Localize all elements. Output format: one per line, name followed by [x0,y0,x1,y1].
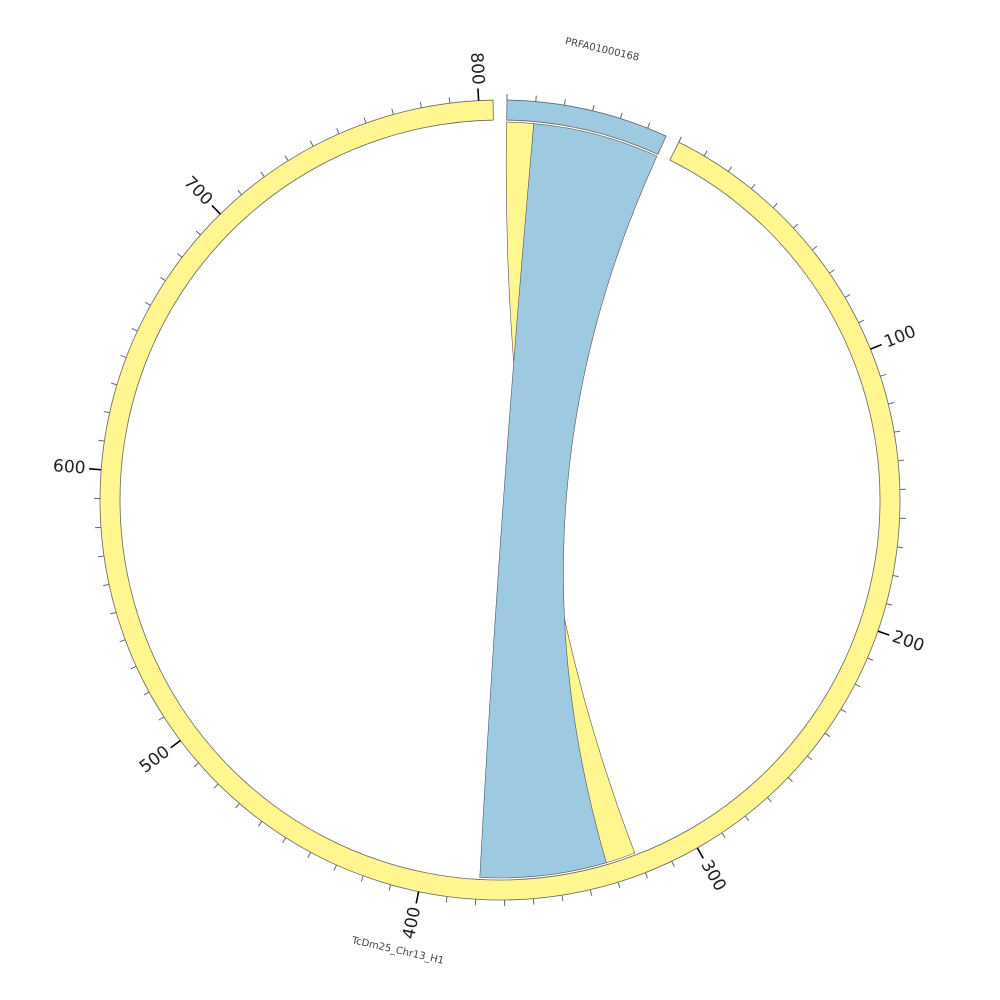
minor-tick [336,128,340,134]
major-tick [696,847,704,859]
segment-label: PRFA01000168 [564,36,640,63]
link [479,123,658,879]
minor-tick [260,171,265,178]
minor-tick [237,189,243,195]
minor-tick [787,777,793,782]
minor-tick [111,382,118,386]
minor-tick [678,136,682,143]
minor-tick [647,122,651,129]
tick-label: 800 [466,52,488,85]
minor-tick [110,611,117,615]
minor-tick [532,898,535,905]
minor-tick [307,852,312,858]
minor-tick [561,895,564,902]
tick-label: 300 [696,857,729,895]
minor-tick [103,583,110,587]
minor-tick [671,861,675,867]
minor-tick [892,575,899,578]
minor-tick [644,872,648,879]
minor-tick [448,97,451,104]
minor-tick [391,108,394,115]
tick-label: 100 [881,322,919,353]
minor-tick [721,832,726,839]
major-tick [877,630,890,636]
minor-tick [177,253,183,258]
minor-tick [213,783,219,789]
minor-tick [309,140,314,147]
minor-tick [131,328,138,332]
minor-tick [284,155,289,161]
minor-tick [130,665,137,670]
tick-label: 700 [179,173,216,210]
major-tick [477,88,480,101]
segment [506,99,667,155]
minor-tick [867,657,874,661]
minor-tick [119,639,126,643]
minor-tick [897,546,904,549]
minor-tick [829,269,835,274]
minor-tick [195,230,201,236]
minor-tick [145,302,151,306]
minor-tick [772,203,778,209]
minor-tick [619,112,623,119]
minor-tick [592,104,595,111]
major-tick [870,343,882,350]
tick-label: 200 [890,627,927,657]
minor-tick [844,293,851,298]
minor-tick [160,276,166,282]
minor-tick [98,439,105,442]
minor-tick [120,354,127,359]
minor-tick [703,150,708,157]
minor-tick [589,889,593,896]
minor-tick [811,245,818,251]
major-tick [211,204,221,215]
minor-tick [235,803,240,809]
minor-tick [258,821,263,827]
minor-tick [898,459,905,462]
minor-tick [103,410,110,414]
minor-tick [824,732,831,738]
minor-tick [617,882,621,889]
minor-tick [97,555,105,558]
minor-tick [727,166,733,172]
minor-tick [793,223,799,229]
minor-tick [880,373,887,377]
tick-label: 400 [399,905,425,941]
major-tick [89,468,102,471]
major-tick [415,891,420,904]
minor-tick [563,99,566,106]
minor-tick [158,716,165,721]
minor-tick [445,896,448,903]
segment-label: TcDm25_Chr13_H1 [350,935,445,967]
minor-tick [333,864,337,871]
minor-tick [750,183,756,190]
segment [99,99,901,901]
minor-tick [767,797,772,803]
major-tick [170,739,181,749]
minor-tick [193,762,199,768]
minor-tick [363,117,367,124]
minor-tick [840,708,847,713]
tick-label: 600 [52,456,86,478]
minor-tick [886,603,893,606]
minor-tick [143,691,150,696]
minor-tick [858,319,865,324]
minor-tick [807,755,813,761]
minor-tick [894,430,901,433]
minor-tick [282,837,287,844]
minor-tick [535,95,537,102]
minor-tick [744,815,750,822]
minor-tick [419,101,422,108]
minor-tick [888,401,895,405]
minor-tick [360,875,364,882]
minor-tick [388,884,392,891]
minor-tick [854,683,861,688]
tick-label: 500 [136,742,174,777]
